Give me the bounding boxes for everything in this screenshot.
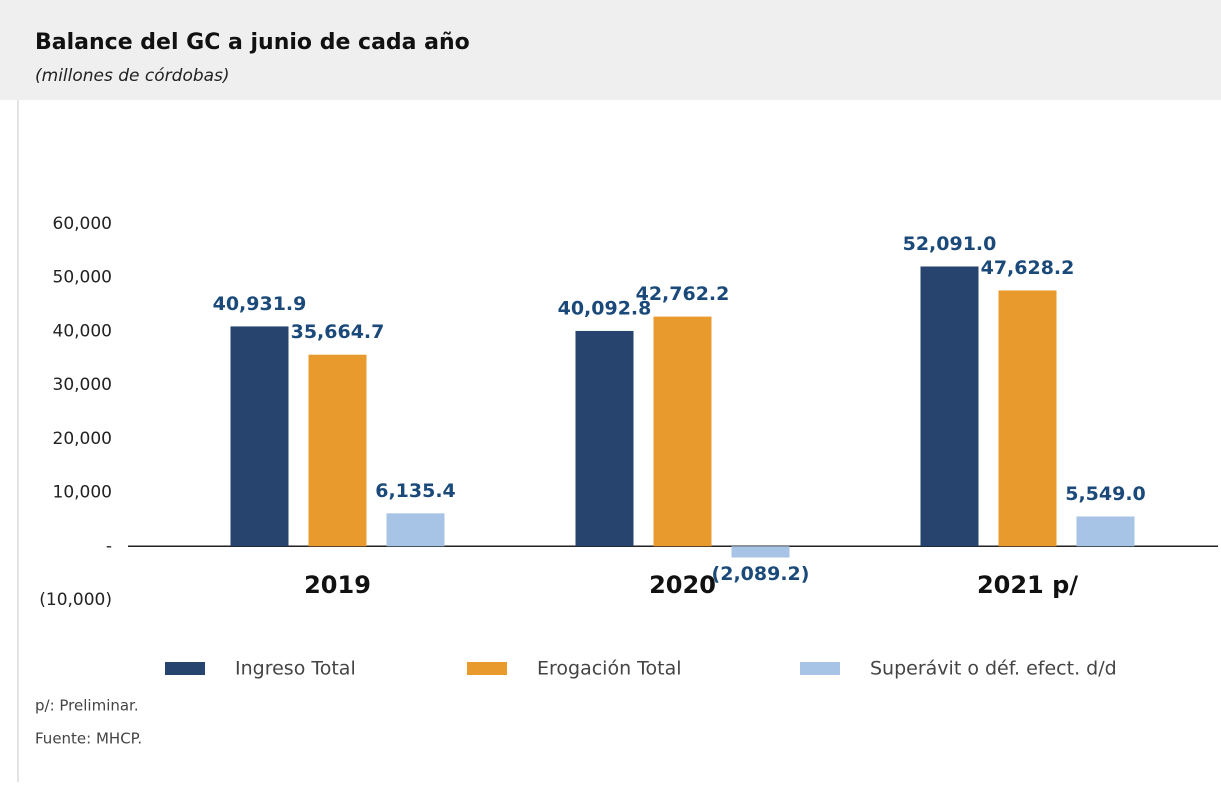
header-band xyxy=(0,0,1221,100)
y-tick-label: - xyxy=(106,536,112,556)
chart-title: Balance del GC a junio de cada año xyxy=(35,30,470,55)
value-label: (2,089.2) xyxy=(712,563,810,585)
bar xyxy=(998,290,1057,547)
value-label: 47,628.2 xyxy=(981,257,1075,279)
value-label: 40,931.9 xyxy=(213,293,307,315)
y-tick-label: 60,000 xyxy=(53,214,112,234)
legend-swatch xyxy=(467,662,507,675)
x-tick-label: 2019 xyxy=(304,571,371,599)
legend-label: Superávit o déf. efect. d/d xyxy=(870,658,1117,680)
y-tick-label: 30,000 xyxy=(53,375,112,395)
bar xyxy=(230,326,289,547)
y-tick-label: 50,000 xyxy=(53,268,112,288)
value-label: 6,135.4 xyxy=(375,480,456,502)
bar xyxy=(653,316,712,547)
footnote: Fuente: MHCP. xyxy=(35,730,142,748)
footnote: p/: Preliminar. xyxy=(35,697,139,715)
x-tick-label: 2020 xyxy=(649,571,716,599)
legend-label: Erogación Total xyxy=(537,658,682,680)
chart-subtitle: (millones de córdobas) xyxy=(35,66,230,86)
legend-label: Ingreso Total xyxy=(235,658,356,680)
value-label: 52,091.0 xyxy=(903,233,997,255)
y-tick-label: 20,000 xyxy=(53,429,112,449)
value-label: 5,549.0 xyxy=(1065,483,1146,505)
legend-swatch xyxy=(800,662,840,675)
value-label: 42,762.2 xyxy=(636,283,730,305)
value-label: 35,664.7 xyxy=(291,321,385,343)
y-tick-label: 40,000 xyxy=(53,321,112,341)
legend-swatch xyxy=(165,662,205,675)
y-tick-label: 10,000 xyxy=(53,483,112,503)
bar xyxy=(386,513,445,547)
bar xyxy=(731,546,790,558)
bar xyxy=(575,330,634,547)
bar xyxy=(920,266,979,547)
bar xyxy=(308,354,367,547)
x-tick-label: 2021 p/ xyxy=(977,571,1078,599)
value-label: 40,092.8 xyxy=(558,297,652,319)
y-tick-label: (10,000) xyxy=(39,590,112,610)
bar xyxy=(1076,516,1135,547)
